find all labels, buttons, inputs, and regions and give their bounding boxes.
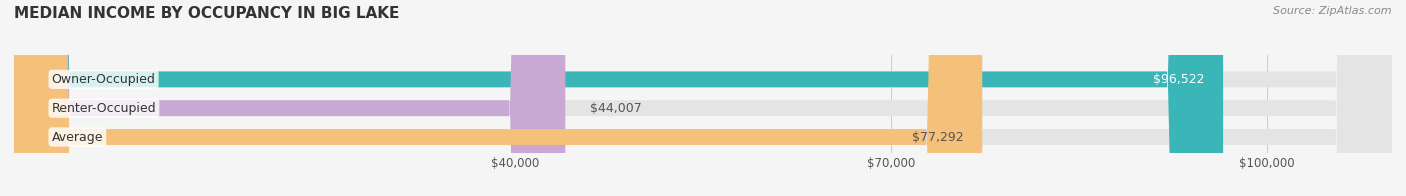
FancyBboxPatch shape — [14, 0, 1392, 196]
Text: MEDIAN INCOME BY OCCUPANCY IN BIG LAKE: MEDIAN INCOME BY OCCUPANCY IN BIG LAKE — [14, 6, 399, 21]
FancyBboxPatch shape — [14, 0, 983, 196]
Text: Owner-Occupied: Owner-Occupied — [52, 73, 156, 86]
Text: Average: Average — [52, 131, 103, 143]
Text: Renter-Occupied: Renter-Occupied — [52, 102, 156, 115]
FancyBboxPatch shape — [14, 0, 565, 196]
Text: Source: ZipAtlas.com: Source: ZipAtlas.com — [1274, 6, 1392, 16]
FancyBboxPatch shape — [14, 0, 1392, 196]
Text: $96,522: $96,522 — [1153, 73, 1205, 86]
FancyBboxPatch shape — [14, 0, 1392, 196]
FancyBboxPatch shape — [14, 0, 1223, 196]
Text: $77,292: $77,292 — [912, 131, 963, 143]
Text: $44,007: $44,007 — [591, 102, 643, 115]
